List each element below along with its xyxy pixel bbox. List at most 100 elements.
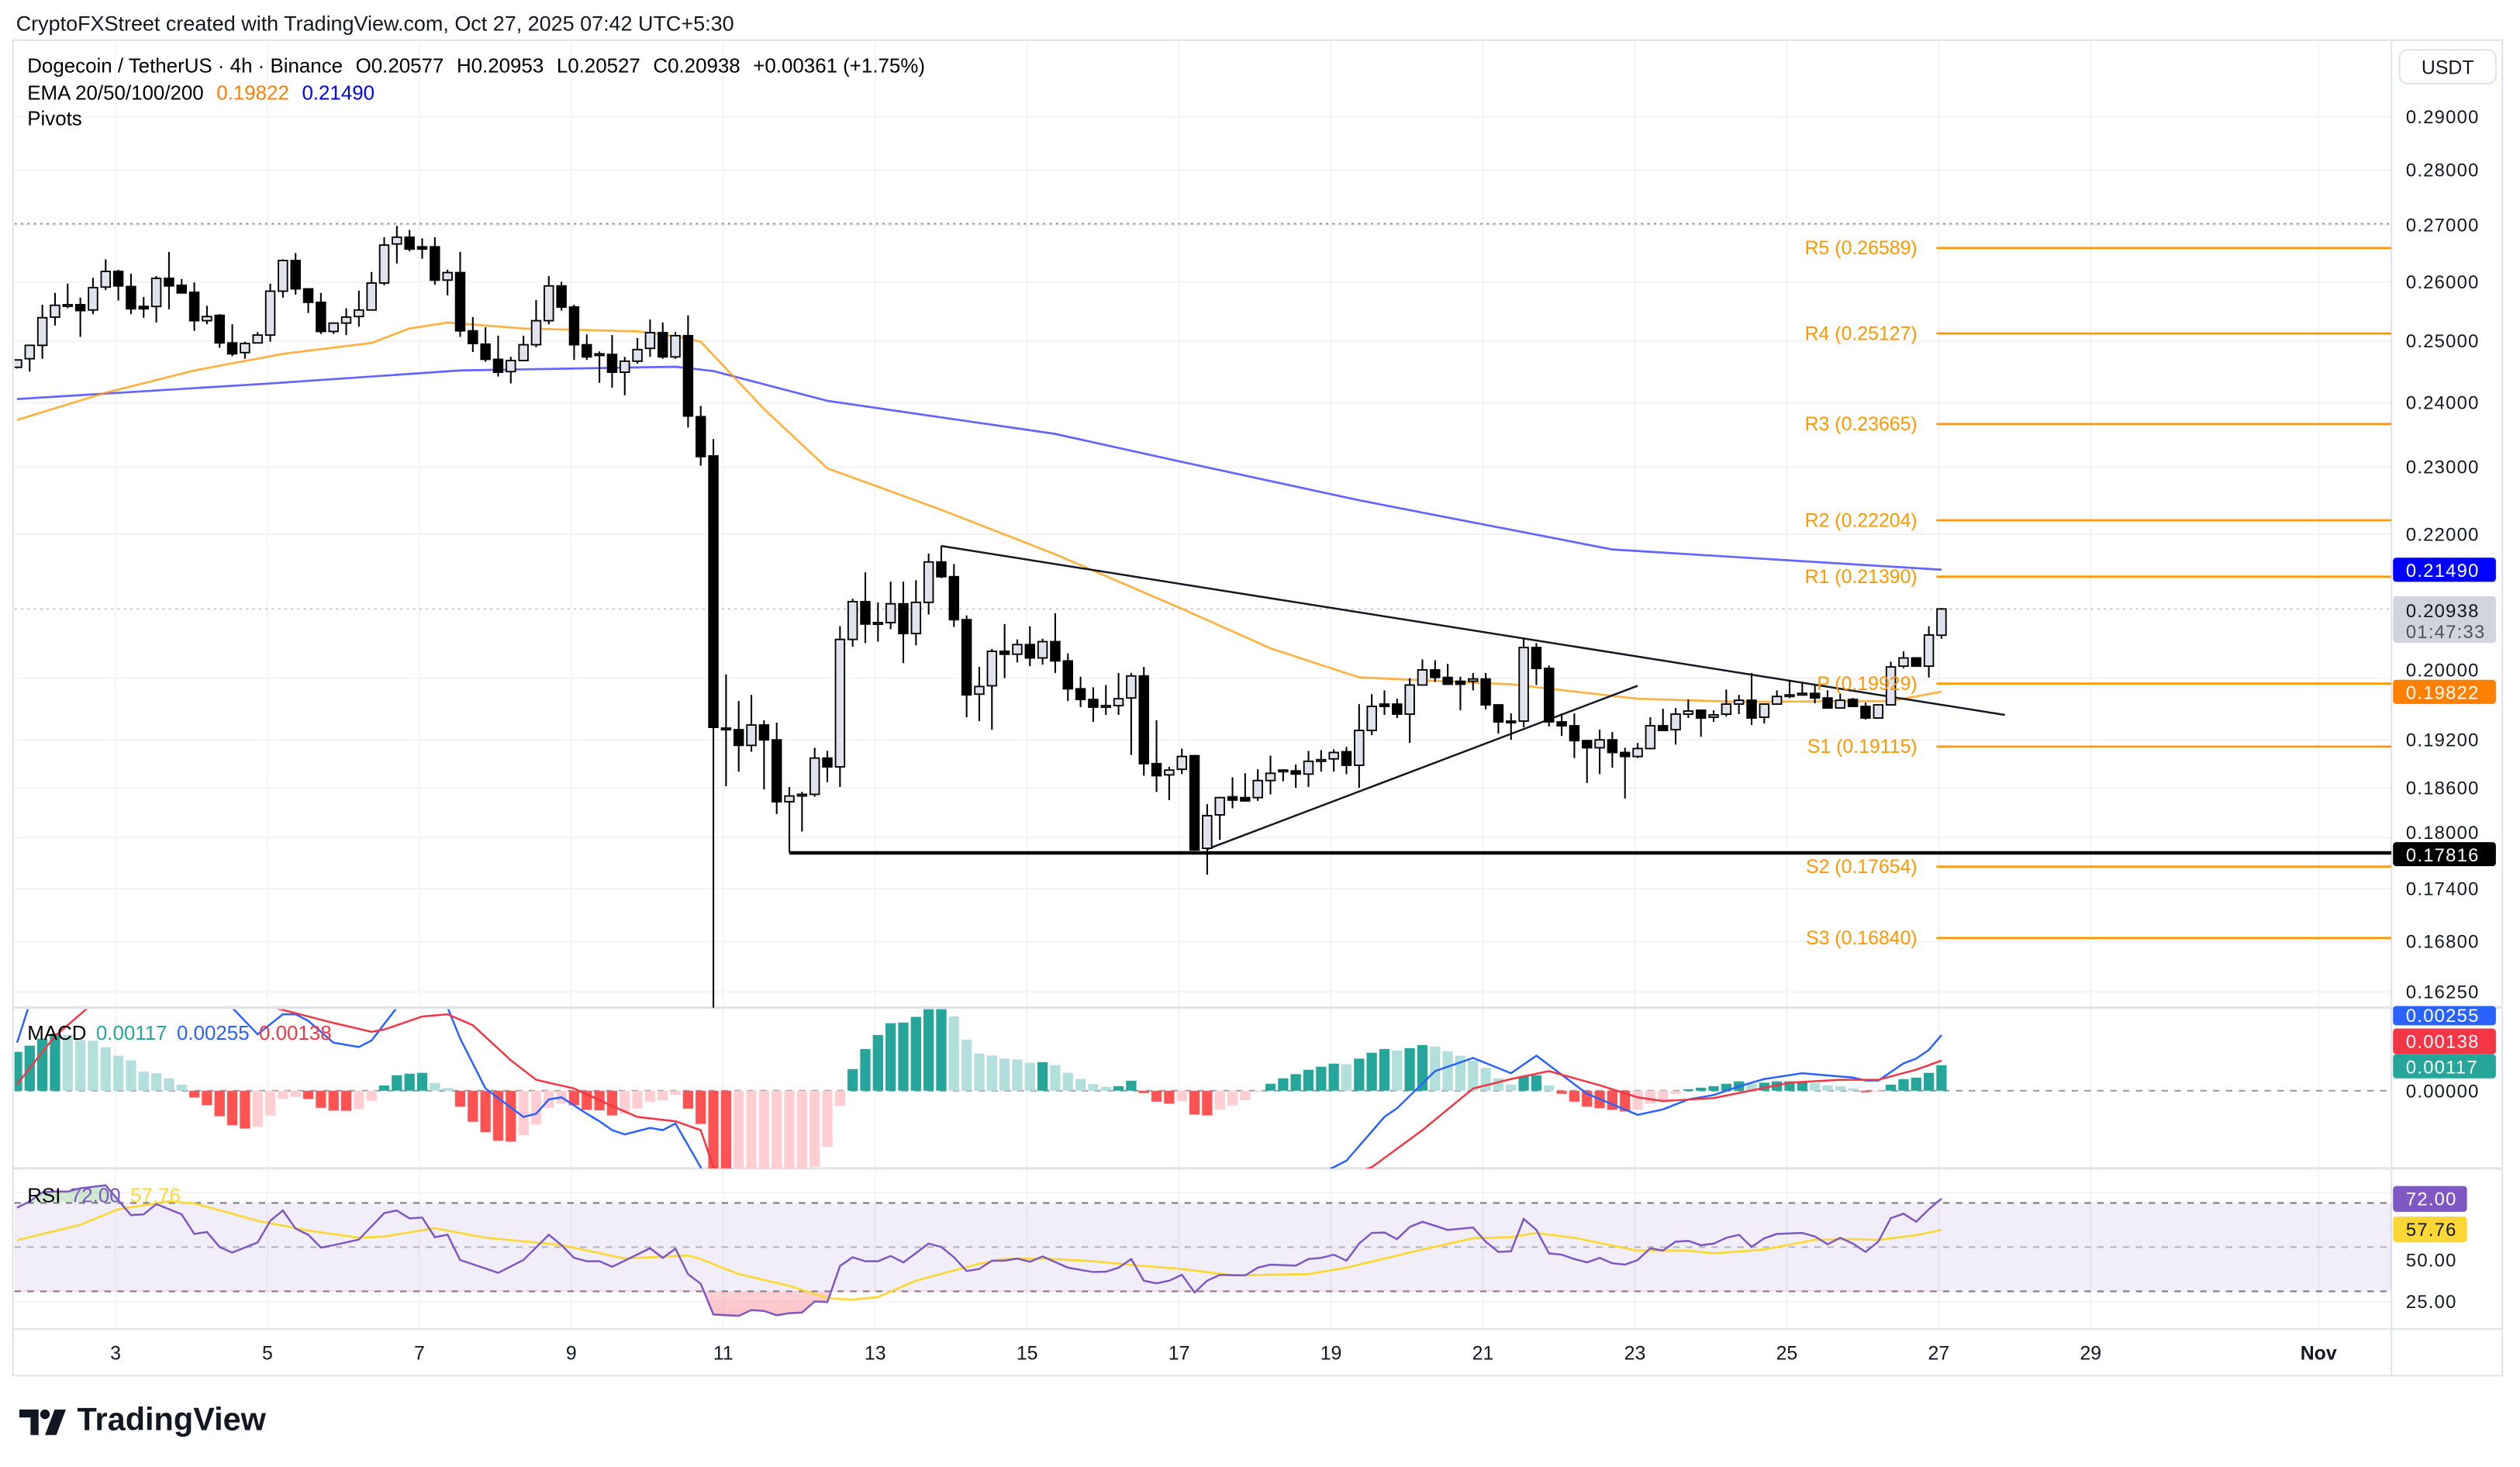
candle[interactable]: [720, 674, 732, 786]
candle[interactable]: [644, 319, 656, 357]
candle[interactable]: [872, 602, 884, 642]
candle[interactable]: [1265, 755, 1276, 795]
candle[interactable]: [1024, 626, 1036, 667]
candle[interactable]: [1341, 747, 1352, 775]
candle[interactable]: [1151, 720, 1162, 792]
candle[interactable]: [264, 283, 276, 342]
candle[interactable]: [100, 259, 112, 291]
candle[interactable]: [24, 344, 36, 372]
candle[interactable]: [1012, 639, 1023, 663]
candle[interactable]: [1544, 665, 1555, 727]
price-axis[interactable]: 0.29000 0.28000 0.27000 0.26000 0.25000 0.240…: [2406, 107, 2480, 1003]
candle[interactable]: [226, 324, 238, 357]
candle[interactable]: [1531, 643, 1542, 685]
candle[interactable]: [974, 667, 985, 722]
candle[interactable]: [1911, 657, 1922, 668]
candle[interactable]: [316, 292, 326, 334]
candle[interactable]: [1442, 664, 1453, 685]
candle[interactable]: [834, 626, 846, 788]
candle[interactable]: [961, 615, 972, 718]
candle[interactable]: [1936, 607, 1947, 640]
candle[interactable]: [1214, 796, 1225, 841]
candle[interactable]: [1632, 743, 1643, 758]
candle[interactable]: [1721, 689, 1732, 717]
candle[interactable]: [518, 335, 529, 361]
candle[interactable]: [936, 546, 947, 578]
candle[interactable]: [682, 315, 694, 428]
candle[interactable]: [1645, 717, 1656, 750]
candle[interactable]: [1873, 704, 1884, 719]
candle[interactable]: [188, 282, 200, 331]
candle[interactable]: [214, 314, 225, 348]
candle[interactable]: [252, 332, 263, 344]
candle[interactable]: [1366, 694, 1377, 736]
candle[interactable]: [278, 259, 288, 298]
candle[interactable]: [1581, 740, 1593, 783]
candle[interactable]: [416, 238, 428, 259]
candle[interactable]: [1771, 690, 1783, 706]
candle[interactable]: [1493, 704, 1504, 734]
candle[interactable]: [480, 327, 491, 362]
descending-trendline[interactable]: [941, 544, 2005, 716]
candle[interactable]: [1594, 730, 1605, 775]
candle[interactable]: [670, 332, 681, 359]
candle[interactable]: [733, 701, 744, 772]
candle[interactable]: [1455, 676, 1466, 711]
candle[interactable]: [1316, 750, 1327, 772]
candle[interactable]: [1088, 687, 1099, 723]
candle[interactable]: [1607, 732, 1618, 768]
candle[interactable]: [708, 439, 719, 1217]
candle[interactable]: [1923, 626, 1935, 678]
candle[interactable]: [1252, 769, 1263, 801]
candle[interactable]: [1518, 637, 1529, 728]
candle[interactable]: [1480, 672, 1491, 710]
macd-signal-line[interactable]: [16, 992, 1942, 1265]
candle[interactable]: [1392, 699, 1403, 719]
candle[interactable]: [328, 322, 339, 334]
symbol-title[interactable]: Dogecoin / TetherUS · 4h · Binance: [27, 55, 343, 77]
candle[interactable]: [12, 359, 22, 369]
ema200-line[interactable]: [16, 365, 1942, 571]
candle[interactable]: [1733, 695, 1745, 715]
candle[interactable]: [1708, 710, 1719, 723]
candle[interactable]: [50, 292, 60, 326]
candle[interactable]: [1354, 704, 1365, 789]
candle[interactable]: [657, 322, 668, 359]
candle[interactable]: [544, 276, 554, 325]
candle[interactable]: [556, 281, 567, 311]
candle[interactable]: [1822, 690, 1833, 709]
price-pane[interactable]: [12, 223, 2392, 1217]
candle[interactable]: [378, 236, 390, 286]
candle[interactable]: [746, 695, 757, 752]
candle[interactable]: [986, 649, 998, 730]
candle[interactable]: [506, 357, 516, 384]
candle[interactable]: [240, 341, 250, 359]
ascending-trendline[interactable]: [1206, 685, 1638, 851]
candle[interactable]: [340, 308, 352, 336]
candle[interactable]: [1126, 672, 1137, 755]
candle[interactable]: [1657, 709, 1669, 732]
candle[interactable]: [847, 599, 858, 647]
candle[interactable]: [758, 720, 770, 790]
candle[interactable]: [948, 564, 960, 627]
candle[interactable]: [1784, 680, 1795, 699]
candle[interactable]: [1303, 751, 1314, 788]
candle[interactable]: [1379, 690, 1390, 716]
candle[interactable]: [1189, 754, 1200, 851]
candle[interactable]: [1227, 777, 1238, 809]
candle[interactable]: [582, 334, 592, 361]
candle[interactable]: [1417, 659, 1428, 686]
candle[interactable]: [860, 572, 871, 644]
candle[interactable]: [910, 580, 922, 646]
candle[interactable]: [999, 623, 1010, 678]
candle[interactable]: [885, 582, 896, 630]
candle[interactable]: [771, 723, 782, 814]
candle[interactable]: [1670, 708, 1681, 745]
rsi-legend[interactable]: RSI 72.00 57.76: [27, 1185, 181, 1206]
candle[interactable]: [1746, 672, 1757, 726]
candle[interactable]: [1202, 804, 1213, 875]
candle[interactable]: [1075, 676, 1086, 708]
macd-legend[interactable]: MACD 0.00117 0.00255 0.00138: [27, 1023, 331, 1044]
candle[interactable]: [1404, 678, 1415, 744]
